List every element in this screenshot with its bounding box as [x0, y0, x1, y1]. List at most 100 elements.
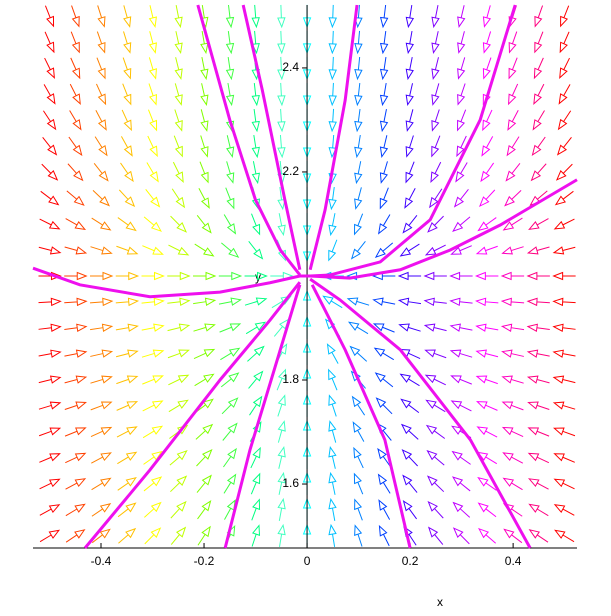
- field-arrow: [174, 109, 183, 132]
- field-arrow: [170, 526, 187, 545]
- field-arrow: [378, 214, 391, 235]
- field-arrow: [40, 190, 60, 206]
- field-arrow: [143, 216, 162, 232]
- field-arrow: [558, 84, 571, 105]
- field-arrow: [244, 271, 268, 281]
- field-arrow: [456, 135, 467, 158]
- field-arrow: [90, 401, 113, 411]
- field-arrow: [225, 4, 235, 29]
- field-arrow: [552, 349, 576, 358]
- field-arrow: [528, 529, 549, 543]
- field-arrow: [455, 162, 468, 183]
- field-arrow: [167, 297, 191, 307]
- field-arrow: [560, 5, 570, 28]
- field-arrow: [427, 215, 444, 233]
- field-arrow: [429, 188, 443, 209]
- field-arrow: [170, 500, 187, 519]
- field-arrow: [423, 271, 447, 281]
- field-arrow: [556, 137, 572, 156]
- field-arrow: [405, 135, 414, 158]
- field-arrow: [91, 528, 111, 544]
- field-arrow: [354, 108, 363, 133]
- field-arrow: [431, 31, 440, 55]
- field-arrow: [223, 473, 237, 494]
- field-arrow: [146, 162, 159, 183]
- field-arrow: [225, 187, 235, 210]
- field-arrow: [197, 500, 212, 520]
- field-arrow: [91, 503, 112, 517]
- field-arrow: [141, 349, 165, 358]
- field-arrow: [174, 31, 183, 55]
- solution-curve: [241, 4, 302, 271]
- field-arrow: [223, 447, 237, 468]
- field-arrow: [91, 217, 112, 231]
- field-arrow: [96, 57, 106, 80]
- field-arrow: [118, 189, 136, 208]
- field-arrow: [142, 425, 164, 439]
- field-arrow: [277, 523, 286, 547]
- field-arrow: [453, 189, 469, 208]
- field-arrow: [251, 498, 261, 521]
- field-arrow: [354, 161, 363, 185]
- field-arrow: [171, 188, 186, 209]
- field-arrow: [328, 523, 337, 547]
- field-arrow: [427, 500, 444, 519]
- field-arrow: [405, 31, 414, 55]
- field-arrow: [195, 423, 214, 440]
- field-arrow: [554, 190, 574, 206]
- field-arrow: [122, 83, 132, 106]
- field-arrow: [508, 83, 519, 106]
- field-arrow: [449, 323, 473, 332]
- field-arrow: [477, 502, 497, 518]
- field-arrow: [90, 323, 114, 332]
- field-arrow: [532, 110, 545, 131]
- field-arrow: [91, 477, 112, 491]
- field-arrow: [65, 478, 87, 490]
- field-arrow: [226, 161, 235, 184]
- field-arrow: [68, 136, 83, 157]
- field-arrow: [554, 529, 575, 543]
- field-arrow: [194, 373, 215, 387]
- field-arrow: [426, 475, 445, 493]
- solution-curve: [310, 4, 517, 278]
- field-arrow: [506, 136, 520, 157]
- field-arrow: [65, 529, 86, 543]
- field-arrow: [431, 83, 440, 106]
- field-arrow: [398, 323, 421, 332]
- field-arrow: [271, 295, 292, 309]
- field-arrow: [277, 213, 286, 237]
- y-tick-label: 1.8: [282, 372, 299, 386]
- field-arrow: [379, 30, 389, 55]
- field-arrow: [39, 478, 61, 490]
- field-arrow: [553, 427, 576, 437]
- field-arrow: [43, 84, 56, 105]
- field-arrow: [425, 424, 446, 439]
- field-arrow: [350, 241, 366, 260]
- field-arrow: [247, 345, 265, 362]
- field-arrow: [328, 213, 337, 237]
- field-arrow: [96, 83, 107, 106]
- field-arrow: [328, 471, 337, 495]
- field-arrow: [553, 218, 575, 230]
- field-arrow: [450, 245, 472, 255]
- field-arrow: [277, 497, 286, 521]
- field-arrow: [90, 426, 113, 438]
- field-arrow: [505, 163, 521, 182]
- field-arrow: [373, 347, 395, 361]
- field-arrow: [457, 83, 466, 106]
- field-arrow: [482, 5, 492, 28]
- field-arrow: [193, 297, 217, 306]
- x-tick-label: 0: [304, 554, 311, 568]
- field-arrow: [508, 31, 518, 54]
- field-arrow: [526, 349, 550, 358]
- field-arrow: [354, 213, 364, 236]
- field-arrow: [431, 109, 440, 132]
- solution-curve: [83, 281, 302, 549]
- field-arrow: [379, 56, 389, 81]
- field-arrow: [527, 401, 550, 410]
- solution-curve: [196, 4, 302, 276]
- field-arrow: [144, 527, 162, 545]
- field-arrow: [534, 31, 544, 54]
- field-arrow: [328, 82, 337, 107]
- field-arrow: [503, 528, 523, 544]
